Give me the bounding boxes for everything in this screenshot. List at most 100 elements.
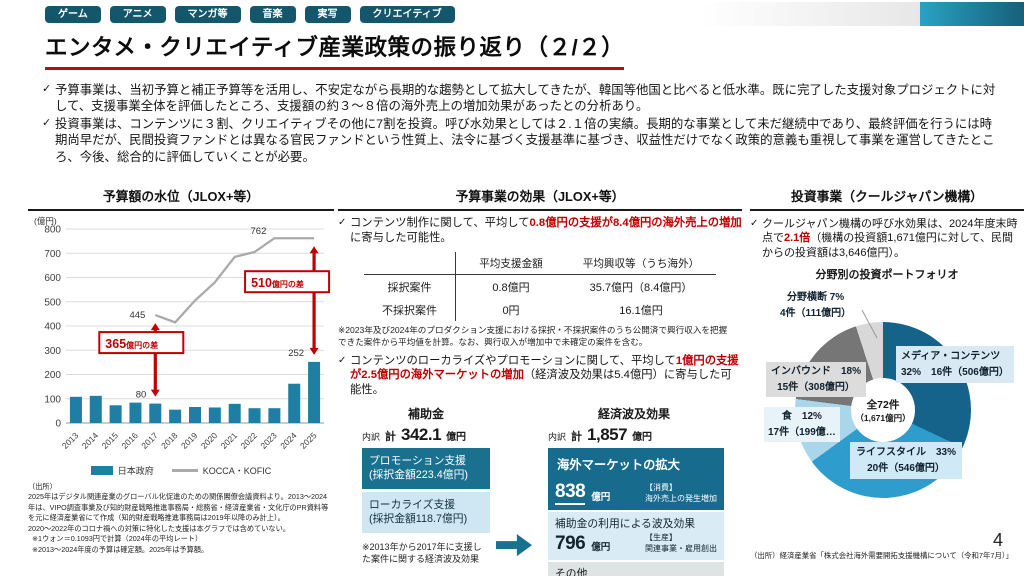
invest-panel: 投資事業（クールジャパン機構） ✓ クールジャパン機構の呼び水効果は、2024年度… — [750, 186, 1024, 576]
bar-2016 — [129, 402, 142, 423]
diff-box — [98, 331, 185, 355]
svg-text:400: 400 — [44, 322, 61, 333]
tab-anime[interactable]: アニメ — [109, 6, 166, 23]
flow-arrow-icon — [496, 534, 532, 557]
overseas-market-box: 海外マーケットの拡大 838 億円 【消費】 海外売上の発生増加 — [548, 447, 724, 510]
legend-item-kocca: KOCCA・KOFIC — [171, 464, 271, 477]
tab-game[interactable]: ゲーム — [45, 6, 101, 23]
box-title: その他 インバウンド消費喚起他 — [555, 567, 717, 576]
tab-live-action[interactable]: 実写 — [304, 6, 351, 23]
box-line1: プロモーション支援 — [369, 454, 466, 467]
budget-chart: (億円) 0 100 200 300 400 500 600 700 800 2013 2014 201… — [28, 213, 334, 466]
effect-table-col2: 平均興収等（うち海外） — [582, 257, 700, 270]
svg-text:2017: 2017 — [139, 430, 160, 451]
bar-2017 — [149, 403, 162, 423]
total-value: 342.1 — [401, 424, 442, 444]
budget-panel-title: 予算額の水位（JLOX+等） — [28, 186, 334, 211]
pie-label-food: 食 12% 17件（199億… — [764, 407, 840, 442]
svg-text:365億円の差: 365億円の差 — [105, 337, 158, 351]
svg-text:510億円の差: 510億円の差 — [251, 276, 304, 290]
pie-center-label: 全72件 （1,671億円） — [851, 378, 915, 442]
bar-2019 — [189, 406, 201, 423]
portfolio-pie-chart: 全72件 （1,671億円） 分野横断 7% 4件（111億円） メディア・コン… — [750, 290, 1024, 526]
pie-label-inbound: インバウンド 18% 15件（308億円） — [766, 362, 867, 397]
effect-panel-title: 予算事業の効果（JLOX+等） — [338, 186, 742, 211]
svg-text:762: 762 — [251, 226, 267, 237]
leader-line — [861, 309, 878, 339]
slice-count-amount: 15件（308億円） — [777, 381, 855, 393]
legend-bar-label: 日本政府 — [117, 466, 154, 476]
summary-bullet-2-text: 投資事業は、コンテンツに３割、クリエイティブその他に7割を投資。呼び水効果として… — [55, 116, 995, 164]
slice-count-amount: 32% 16件（506億円） — [901, 366, 1009, 378]
box-line2: (採択金額223.4億円) — [369, 469, 468, 482]
invest-bullet-text: クールジャパン機構の呼び水効果は、2024年度末時点で2.1倍（機構の投資額1,… — [762, 218, 1018, 259]
svg-text:2025: 2025 — [298, 430, 319, 451]
summary-bullet-1-text: 予算事業は、当初予算と補正予算等を活用し、不安定ながら長期的な趨勢として拡大して… — [55, 83, 996, 114]
bar-2013 — [69, 396, 82, 423]
box-value: 838 — [555, 481, 586, 505]
subsidy-header: 補助金 — [407, 406, 444, 421]
slice-count-amount: 4件（111億円） — [780, 307, 852, 319]
svg-text:(億円): (億円) — [34, 216, 57, 226]
invest-source-note: （出所）経済産業省「株式会社海外需要開拓支援機構について（令和7年7月）」 — [750, 551, 1013, 560]
table-row: 不採択案件 0円 16.1億円 — [364, 298, 716, 322]
bar-2020 — [208, 407, 221, 423]
kocca-line — [154, 237, 315, 324]
bar-2024 — [288, 383, 301, 423]
slice-name-pct: 分野横断 7% — [786, 292, 845, 303]
subsidy-stack: 内訳 計 342.1 億円 プロモーション支援 (採択金額223.4億円) ロー… — [362, 425, 490, 576]
invest-panel-title: 投資事業（クールジャパン機構） — [750, 186, 1024, 211]
svg-text:2018: 2018 — [159, 430, 180, 451]
tag-desc: 海外売上の発生増加 — [645, 493, 717, 503]
svg-text:2024: 2024 — [278, 430, 299, 451]
category-tabs: ゲーム アニメ マンガ等 音楽 実写 クリエイティブ — [45, 6, 455, 23]
box-value: 796 — [555, 532, 586, 554]
localize-support-box: ローカライズ支援 (採択金額118.7億円) — [362, 491, 490, 533]
tag-desc: 関連事業・雇用創出 — [645, 543, 717, 553]
bar-2022 — [248, 408, 261, 423]
cell-value: 0.8億円 — [492, 281, 530, 294]
invest-bullet: ✓ クールジャパン機構の呼び水効果は、2024年度末時点で2.1倍（機構の投資額1… — [750, 217, 1022, 260]
svg-text:0: 0 — [55, 419, 61, 430]
total-kei: 計 — [571, 430, 583, 443]
tab-music[interactable]: 音楽 — [249, 6, 296, 23]
source-line: 2025年はデジタル関連産業のグローバル化促進のための関係閣僚会議資料より。20… — [28, 492, 329, 523]
box-unit: 億円 — [591, 491, 611, 503]
bar-2021 — [228, 403, 241, 423]
legend-line-swatch — [171, 469, 198, 472]
slice-name-pct: メディア・コンテンツ — [901, 351, 1001, 362]
effect-table-note: ※2023年及び2024年のプロダクション支援における採択・不採択案件のうち公開… — [338, 325, 728, 347]
other-inbound-box: その他 インバウンド消費喚起他 223 億円 訪日外国人・留学生増加 — [548, 561, 724, 576]
pie-label-media-content: メディア・コンテンツ 32% 16件（506億円） — [896, 346, 1014, 383]
total-unit: 億円 — [632, 431, 653, 443]
top-decor-teal — [920, 2, 1024, 26]
tab-creative[interactable]: クリエイティブ — [359, 6, 455, 23]
slice-name-pct: ライフスタイル 33% — [856, 447, 957, 458]
effect-bullet-2-text: コンテンツのローカライズやプロモーションに関して、平均して1億円の支援が2.5億… — [350, 354, 739, 396]
effect-table-corner — [364, 252, 456, 275]
slice-count-amount: 20件（546億円） — [867, 462, 945, 474]
box-title: 海外マーケットの拡大 — [557, 457, 680, 472]
slice-name-pct: インバウンド 18% — [771, 366, 862, 377]
svg-text:600: 600 — [44, 273, 61, 284]
svg-text:100: 100 — [44, 394, 61, 405]
portfolio-subtitle: 分野別の投資ポートフォリオ — [815, 268, 959, 281]
source-line: ※1ウォン＝0.1093円で計算（2024年の平均レート） — [32, 534, 203, 544]
effect-panel: 予算事業の効果（JLOX+等） ✓ コンテンツ制作に関して、平均して0.8億円の支… — [338, 186, 742, 576]
svg-text:800: 800 — [44, 225, 61, 236]
flow-headers: 補助金 経済波及効果 — [338, 405, 742, 422]
summary-block: ✓ 予算事業は、当初予算と補正予算等を活用し、不安定ながら長期的な趨勢として拡大し… — [42, 82, 1004, 166]
ripple-stack: 内訳 計 1,857 億円 海外マーケットの拡大 838 億円 【消費】 海外売… — [548, 425, 724, 576]
svg-text:80: 80 — [136, 390, 147, 401]
pie-label-crossfield: 分野横断 7% 4件（111億円） — [780, 290, 851, 321]
row-label: 採択案件 — [364, 275, 456, 299]
tab-manga[interactable]: マンガ等 — [174, 6, 241, 23]
cell-value: 0円 — [502, 304, 520, 317]
source-line: （出所） — [28, 482, 57, 491]
ripple-total: 内訳 計 1,857 億円 — [548, 425, 724, 445]
effect-bullet-1-text: コンテンツ制作に関して、平均して0.8億円の支援が8.4億円の海外売上の増加に寄… — [350, 217, 742, 244]
subsidy-note: ※2013年から2017年に支援した案件に関する経済波及効果 — [362, 541, 482, 565]
tag: 【生産】 — [645, 532, 677, 542]
svg-text:200: 200 — [44, 370, 61, 381]
